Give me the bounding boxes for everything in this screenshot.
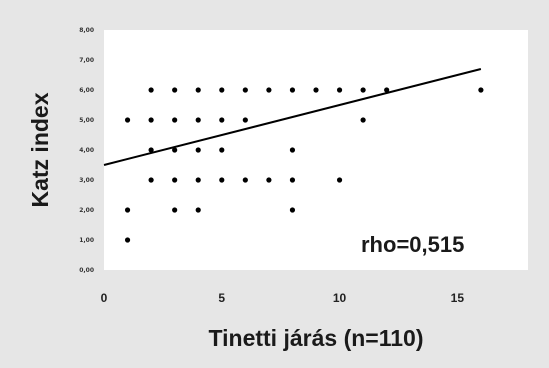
data-point	[172, 117, 178, 123]
data-point	[384, 87, 390, 93]
y-tick-label: 6,00	[79, 87, 94, 94]
plot-area	[104, 30, 528, 270]
data-point	[313, 87, 319, 93]
data-point	[219, 147, 225, 153]
data-point	[242, 177, 248, 183]
data-point	[172, 207, 178, 213]
x-tick-label: 0	[101, 291, 108, 305]
y-axis-title: Katz index	[27, 92, 53, 207]
y-tick-label: 7,00	[79, 57, 94, 64]
trend-line	[103, 68, 482, 166]
data-point	[336, 87, 343, 93]
data-point	[289, 207, 296, 213]
y-tick-label: 5,00	[79, 117, 94, 124]
data-point	[148, 147, 154, 153]
data-point	[242, 117, 248, 123]
data-point	[195, 87, 201, 93]
y-tick-label: 0,00	[79, 267, 94, 274]
y-tick-label: 8,00	[79, 27, 94, 34]
data-point	[172, 177, 178, 183]
data-point	[148, 87, 154, 93]
data-point	[219, 117, 225, 123]
y-tick-label: 4,00	[79, 147, 94, 154]
data-point	[289, 147, 296, 153]
data-point	[124, 237, 131, 243]
x-axis-title: Tinetti járás (n=110)	[209, 325, 424, 351]
rho-annotation: rho=0,515	[361, 232, 464, 257]
data-point	[219, 87, 225, 93]
data-point	[195, 117, 201, 123]
data-point	[195, 147, 201, 153]
x-tick-label: 5	[218, 291, 225, 305]
data-point	[148, 177, 154, 183]
x-tick-label: 15	[451, 291, 465, 305]
data-point	[195, 177, 201, 183]
data-point	[124, 117, 131, 123]
data-point	[219, 177, 225, 183]
data-point	[478, 87, 484, 93]
x-tick-label: 10	[333, 291, 347, 305]
data-point	[172, 147, 178, 153]
data-point	[289, 87, 296, 93]
y-tick-label: 3,00	[79, 177, 94, 184]
y-tick-label: 2,00	[79, 207, 94, 214]
data-points	[124, 87, 484, 243]
data-point	[242, 87, 248, 93]
data-point	[172, 87, 178, 93]
y-tick-label: 1,00	[79, 237, 94, 244]
y-axis-ticks: 0,00 1,00 2,00 3,00 4,00 5,00 6,00 7,00 8,00	[79, 27, 94, 274]
data-point	[266, 177, 272, 183]
data-point	[336, 177, 343, 183]
data-point	[148, 117, 154, 123]
data-point	[289, 177, 296, 183]
data-point	[360, 117, 366, 123]
data-point	[195, 207, 201, 213]
data-point	[124, 207, 131, 213]
x-axis-ticks: 0 5 10 15	[101, 291, 465, 305]
data-point	[266, 87, 272, 93]
data-point	[360, 87, 366, 93]
